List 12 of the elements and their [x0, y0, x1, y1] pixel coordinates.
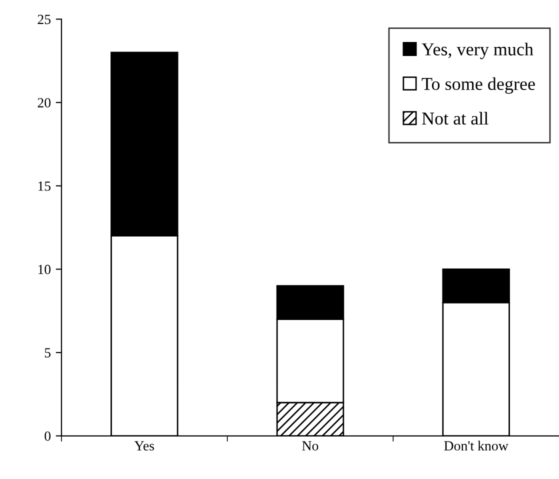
x-tick-label: Yes — [134, 441, 154, 451]
legend-label: Yes, very much — [422, 42, 534, 60]
x-tick-label: Don't know — [444, 440, 508, 451]
x-tick-label: No — [302, 441, 318, 451]
y-tick-label: 0 — [44, 431, 51, 441]
y-tick-label: 5 — [44, 348, 51, 358]
legend-label: To some degree — [422, 77, 535, 94]
y-tick-label: 20 — [38, 98, 51, 108]
y-tick-label: 10 — [38, 264, 51, 274]
legend-label: Not at all — [422, 112, 488, 125]
y-tick-label: 15 — [38, 182, 51, 191]
y-tick-label: 25 — [38, 14, 51, 24]
